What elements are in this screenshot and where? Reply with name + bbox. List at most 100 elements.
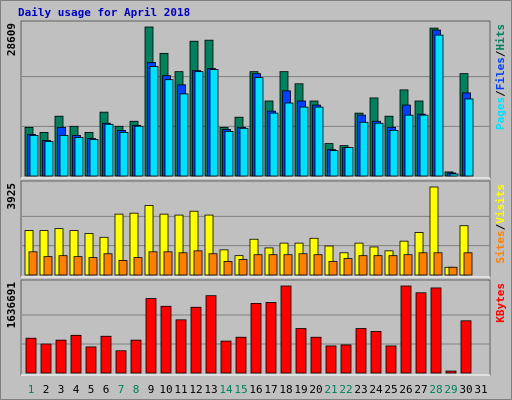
legend: Pages/Files/Hits — [494, 24, 507, 130]
bar — [205, 295, 217, 374]
x-tick-label: 23 — [354, 383, 367, 396]
bar — [25, 337, 37, 374]
bar — [415, 292, 427, 374]
bar — [104, 123, 114, 177]
bar — [178, 252, 188, 276]
bar — [449, 173, 459, 177]
bar — [298, 253, 308, 276]
legend-entry: Sites — [494, 230, 507, 263]
bar — [280, 285, 292, 374]
bar — [164, 79, 174, 177]
bar — [235, 336, 247, 374]
x-tick-label: 4 — [73, 383, 80, 396]
legend-separator: / — [494, 223, 507, 230]
x-tick-label: 14 — [219, 383, 233, 396]
x-tick-label: 22 — [339, 383, 352, 396]
legend-entry: Pages — [494, 97, 507, 130]
bar — [40, 343, 52, 374]
bar — [250, 303, 262, 374]
bar — [85, 346, 97, 374]
x-tick-label: 10 — [159, 383, 172, 396]
x-tick-label: 18 — [279, 383, 292, 396]
x-tick-label: 8 — [133, 383, 140, 396]
x-tick-label: 21 — [324, 383, 337, 396]
x-tick-label: 16 — [249, 383, 262, 396]
bar — [400, 285, 412, 374]
bar — [179, 93, 189, 177]
bar — [29, 135, 39, 177]
bar — [404, 114, 414, 177]
chart-title: Daily usage for April 2018 — [18, 6, 190, 19]
x-tick-label: 11 — [174, 383, 187, 396]
x-tick-label: 6 — [103, 383, 110, 396]
bar — [314, 106, 324, 177]
x-tick-label: 3 — [58, 383, 65, 396]
bar — [299, 106, 309, 177]
bar — [340, 344, 352, 374]
bar — [149, 66, 159, 177]
x-tick-label: 28 — [429, 383, 442, 396]
bar — [190, 306, 202, 374]
x-tick-label: 12 — [189, 383, 202, 396]
legend-entry: Files — [494, 57, 507, 90]
y-tick-label: 28609 — [5, 23, 18, 56]
bar — [133, 257, 143, 276]
x-tick-label: 13 — [204, 383, 217, 396]
bar — [208, 253, 218, 276]
legend-separator: / — [494, 90, 507, 97]
bar — [374, 122, 384, 177]
bar — [55, 339, 67, 374]
bar — [163, 251, 173, 276]
legend-separator: / — [494, 50, 507, 57]
x-tick-label: 30 — [459, 383, 472, 396]
bar — [193, 250, 203, 276]
legend: Sites/Visits — [494, 184, 507, 264]
x-tick-label: 2 — [43, 383, 50, 396]
bar — [388, 255, 398, 276]
bar — [58, 255, 68, 276]
bar — [418, 252, 428, 276]
bar — [295, 328, 307, 374]
bar — [194, 71, 204, 177]
x-tick-label: 1 — [28, 383, 35, 396]
bar — [343, 258, 353, 276]
legend: KBytes — [494, 283, 507, 323]
bar — [370, 331, 382, 374]
x-tick-label: 7 — [118, 383, 125, 396]
bar — [419, 114, 429, 177]
bar — [103, 253, 113, 276]
bar — [89, 139, 99, 177]
bar — [433, 252, 443, 276]
bar — [284, 102, 294, 177]
bar — [74, 137, 84, 177]
bar — [130, 339, 142, 374]
bar — [254, 77, 264, 177]
bar — [239, 127, 249, 177]
bar — [268, 254, 278, 276]
x-tick-label: 27 — [414, 383, 427, 396]
x-tick-label: 29 — [444, 383, 457, 396]
bar — [358, 255, 368, 276]
bar — [464, 98, 474, 177]
x-tick-label: 25 — [384, 383, 397, 396]
bar — [148, 251, 158, 276]
x-tick-label: 20 — [309, 383, 322, 396]
bar — [119, 132, 129, 177]
bar — [328, 261, 338, 276]
bar — [448, 266, 458, 276]
x-tick-label: 19 — [294, 383, 307, 396]
bar — [355, 328, 367, 374]
bar — [238, 259, 248, 276]
bar — [460, 320, 472, 374]
bar — [43, 256, 53, 276]
bar — [28, 251, 38, 276]
bar — [269, 112, 279, 177]
bar — [265, 302, 277, 374]
bar — [115, 350, 127, 374]
x-tick-label: 9 — [148, 383, 155, 396]
legend-entry: Hits — [494, 24, 507, 51]
bar — [359, 121, 369, 177]
bar — [403, 254, 413, 276]
